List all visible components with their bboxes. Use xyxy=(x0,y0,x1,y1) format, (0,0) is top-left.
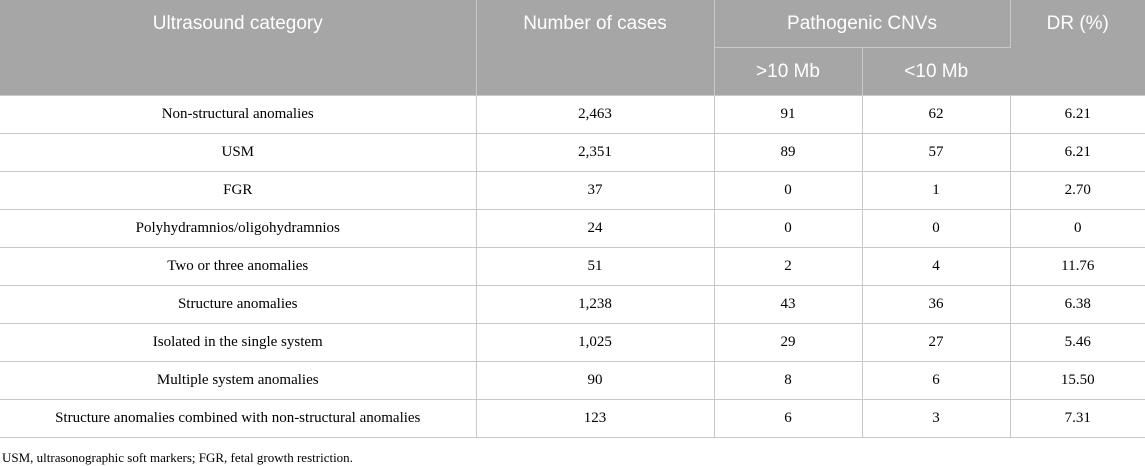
table-row: Structure anomalies combined with non-st… xyxy=(0,399,1145,438)
cell-category: Two or three anomalies xyxy=(0,247,477,286)
cell-cases: 1,025 xyxy=(476,323,715,362)
header-ultrasound-category: Ultrasound category xyxy=(0,0,477,96)
table-row: Structure anomalies 1,238 43 36 6.38 xyxy=(0,285,1145,324)
cell-dr: 2.70 xyxy=(1010,171,1145,210)
cell-less-10mb: 4 xyxy=(862,247,1011,286)
cell-less-10mb: 1 xyxy=(862,171,1011,210)
cell-greater-10mb: 0 xyxy=(714,209,863,248)
cell-dr: 11.76 xyxy=(1010,247,1145,286)
cell-category: Polyhydramnios/oligohydramnios xyxy=(0,209,477,248)
cell-less-10mb: 6 xyxy=(862,361,1011,400)
table-body: Non-structural anomalies 2,463 91 62 6.21 USM… xyxy=(0,95,1145,438)
table-row: FGR 37 0 1 2.70 xyxy=(0,171,1145,210)
cell-dr: 6.21 xyxy=(1010,95,1145,134)
cell-dr: 5.46 xyxy=(1010,323,1145,362)
header-pathogenic-cnvs: Pathogenic CNVs xyxy=(714,0,1011,48)
cell-greater-10mb: 89 xyxy=(714,133,863,172)
cell-cases: 123 xyxy=(476,399,715,438)
table-row: Non-structural anomalies 2,463 91 62 6.21 xyxy=(0,95,1145,134)
header-greater-10mb: >10 Mb xyxy=(714,47,863,96)
cell-dr: 0 xyxy=(1010,209,1145,248)
cell-cases: 51 xyxy=(476,247,715,286)
cell-greater-10mb: 91 xyxy=(714,95,863,134)
cell-cases: 1,238 xyxy=(476,285,715,324)
cell-cases: 2,351 xyxy=(476,133,715,172)
cell-greater-10mb: 8 xyxy=(714,361,863,400)
table-row: Multiple system anomalies 90 8 6 15.50 xyxy=(0,361,1145,400)
header-dr-percent: DR (%) xyxy=(1010,0,1145,96)
data-table: Ultrasound category Number of cases Path… xyxy=(0,0,1145,438)
cell-greater-10mb: 0 xyxy=(714,171,863,210)
cell-less-10mb: 3 xyxy=(862,399,1011,438)
cell-cases: 90 xyxy=(476,361,715,400)
header-number-of-cases: Number of cases xyxy=(476,0,715,96)
cell-less-10mb: 57 xyxy=(862,133,1011,172)
cell-category: Structure anomalies combined with non-st… xyxy=(0,399,477,438)
cell-category: USM xyxy=(0,133,477,172)
cell-cases: 37 xyxy=(476,171,715,210)
cell-dr: 6.38 xyxy=(1010,285,1145,324)
cell-greater-10mb: 2 xyxy=(714,247,863,286)
cell-less-10mb: 0 xyxy=(862,209,1011,248)
table-row: USM 2,351 89 57 6.21 xyxy=(0,133,1145,172)
cell-category: Isolated in the single system xyxy=(0,323,477,362)
cell-greater-10mb: 43 xyxy=(714,285,863,324)
table-footnote: USM, ultrasonographic soft markers; FGR,… xyxy=(2,450,353,465)
cell-less-10mb: 36 xyxy=(862,285,1011,324)
cell-greater-10mb: 29 xyxy=(714,323,863,362)
table-row: Polyhydramnios/oligohydramnios 24 0 0 0 xyxy=(0,209,1145,248)
table-row: Two or three anomalies 51 2 4 11.76 xyxy=(0,247,1145,286)
cell-dr: 7.31 xyxy=(1010,399,1145,438)
cell-less-10mb: 62 xyxy=(862,95,1011,134)
table-row: Isolated in the single system 1,025 29 27 5.… xyxy=(0,323,1145,362)
cell-cases: 24 xyxy=(476,209,715,248)
cell-less-10mb: 27 xyxy=(862,323,1011,362)
cell-category: Structure anomalies xyxy=(0,285,477,324)
cell-greater-10mb: 6 xyxy=(714,399,863,438)
cell-category: Non-structural anomalies xyxy=(0,95,477,134)
cell-category: Multiple system anomalies xyxy=(0,361,477,400)
cell-category: FGR xyxy=(0,171,477,210)
cell-dr: 15.50 xyxy=(1010,361,1145,400)
cell-cases: 2,463 xyxy=(476,95,715,134)
header-less-10mb: <10 Mb xyxy=(862,47,1010,96)
cell-dr: 6.21 xyxy=(1010,133,1145,172)
table-header: Ultrasound category Number of cases Path… xyxy=(0,0,1145,96)
